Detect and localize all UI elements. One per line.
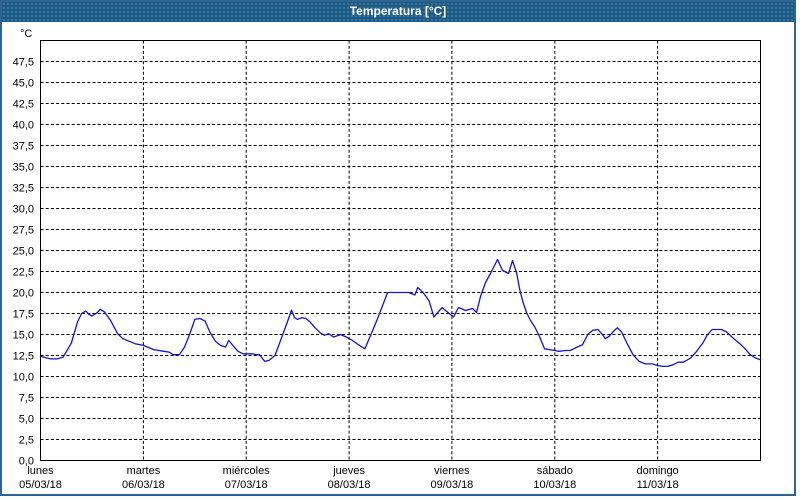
svg-text:11/03/18: 11/03/18 — [637, 479, 679, 491]
svg-text:05/03/18: 05/03/18 — [19, 479, 62, 491]
svg-text:17,5: 17,5 — [13, 309, 34, 321]
svg-text:7,5: 7,5 — [19, 393, 34, 405]
svg-text:12,5: 12,5 — [13, 351, 34, 363]
svg-text:08/03/18: 08/03/18 — [328, 479, 371, 491]
svg-text:27,5: 27,5 — [13, 225, 34, 237]
svg-text:45,0: 45,0 — [13, 78, 34, 90]
svg-text:20,0: 20,0 — [13, 288, 34, 300]
svg-text:35,0: 35,0 — [13, 162, 34, 174]
svg-text:domingo: domingo — [636, 465, 678, 477]
svg-text:miércoles: miércoles — [223, 465, 271, 477]
svg-text:30,0: 30,0 — [13, 204, 34, 216]
svg-text:5,0: 5,0 — [19, 414, 34, 426]
svg-text:2,5: 2,5 — [19, 435, 34, 447]
svg-text:09/03/18: 09/03/18 — [430, 479, 473, 491]
svg-text:32,5: 32,5 — [13, 183, 34, 195]
svg-text:15,0: 15,0 — [13, 330, 34, 342]
svg-text:viernes: viernes — [434, 465, 470, 477]
svg-text:42,5: 42,5 — [13, 99, 34, 111]
svg-text:25,0: 25,0 — [13, 246, 34, 258]
svg-text:06/03/18: 06/03/18 — [122, 479, 165, 491]
svg-text:40,0: 40,0 — [13, 120, 34, 132]
svg-text:martes: martes — [127, 465, 161, 477]
svg-text:sábado: sábado — [537, 465, 573, 477]
svg-text:07/03/18: 07/03/18 — [225, 479, 268, 491]
svg-text:10/03/18: 10/03/18 — [533, 479, 576, 491]
svg-text:37,5: 37,5 — [13, 141, 34, 153]
svg-text:°C: °C — [20, 28, 32, 40]
svg-text:lunes: lunes — [27, 465, 54, 477]
svg-text:47,5: 47,5 — [13, 57, 34, 69]
svg-text:10,0: 10,0 — [13, 372, 34, 384]
svg-text:22,5: 22,5 — [13, 267, 34, 279]
svg-text:jueves: jueves — [332, 465, 365, 477]
